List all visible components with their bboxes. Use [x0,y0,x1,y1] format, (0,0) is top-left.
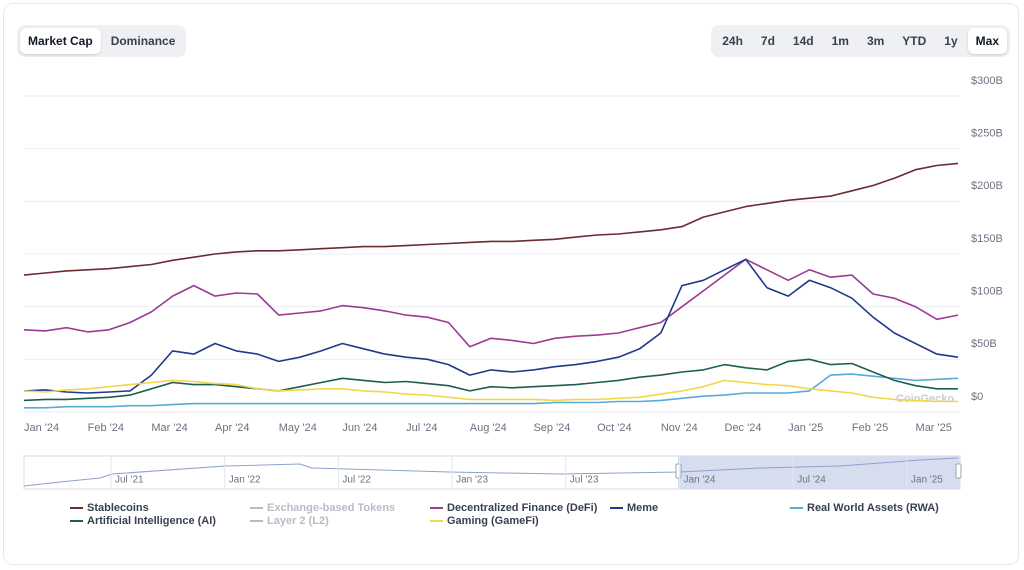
x-tick-label: May '24 [279,422,317,434]
range-button[interactable]: YTD [894,28,934,54]
navigator-selection[interactable] [678,456,960,489]
y-tick-label: $300B [971,75,1003,87]
navigator-label: Jul '24 [797,475,826,486]
y-tick-label: $50B [971,338,997,350]
watermark: CoinGecko [896,393,954,405]
metric-button[interactable]: Dominance [103,28,184,54]
range-button[interactable]: 1m [824,28,857,54]
x-tick-label: Jul '24 [406,422,437,434]
y-tick-label: $100B [971,286,1003,298]
legend-label[interactable]: Meme [627,502,658,514]
y-tick-label: $250B [971,128,1003,140]
navigator-label: Jul '22 [342,475,371,486]
legend-label[interactable]: Layer 2 (L2) [267,515,329,527]
legend-label[interactable]: Stablecoins [87,502,149,514]
navigator-label: Jan '24 [684,475,716,486]
legend-label[interactable]: Artificial Intelligence (AI) [87,515,216,527]
range-button[interactable]: 7d [753,28,783,54]
x-tick-label: Sep '24 [533,422,570,434]
x-tick-label: Dec '24 [725,422,762,434]
range-button[interactable]: Max [967,28,1007,54]
x-tick-label: Apr '24 [215,422,250,434]
x-tick-label: Mar '24 [151,422,187,434]
range-button[interactable]: 1y [936,28,965,54]
series-line [23,258,959,394]
navigator-label: Jan '23 [456,475,488,486]
x-tick-label: Jan '24 [24,422,59,434]
x-tick-label: Jun '24 [342,422,377,434]
legend-label[interactable]: Gaming (GameFi) [447,515,539,527]
x-tick-label: Feb '25 [852,422,888,434]
navigator-label: Jan '25 [911,475,943,486]
series-line [23,358,958,402]
x-tick-label: Jan '25 [788,422,823,434]
legend-label[interactable]: Exchange-based Tokens [267,502,395,514]
x-tick-label: Feb '24 [88,422,124,434]
legend-label[interactable]: Decentralized Finance (DeFi) [447,502,598,514]
range-button[interactable]: 3m [859,28,892,54]
navigator-label: Jan '22 [229,475,261,486]
navigator-label: Jul '23 [570,475,599,486]
y-tick-label: $200B [971,180,1003,192]
y-tick-label: $150B [971,233,1003,245]
series-line [23,162,959,276]
navigator-line [23,457,959,487]
legend-label[interactable]: Real World Assets (RWA) [807,502,939,514]
range-button[interactable]: 24h [714,28,751,54]
x-tick-label: Oct '24 [597,422,632,434]
card [3,3,1019,565]
x-tick-label: Aug '24 [470,422,507,434]
range-button[interactable]: 14d [785,28,822,54]
navigator-label: Jul '21 [115,475,144,486]
metric-button[interactable]: Market Cap [20,28,101,54]
series-line [24,373,959,409]
series-line [23,379,958,403]
series-line [23,258,959,348]
x-tick-label: Nov '24 [661,422,698,434]
navigator-handle[interactable] [675,463,682,479]
x-tick-label: Mar '25 [916,422,952,434]
navigator-handle[interactable] [955,463,962,479]
range-toggle: 24h 7d 14d 1m 3m YTD 1y Max [711,25,1010,57]
metric-toggle: Market Cap Dominance [17,25,187,57]
y-tick-label: $0 [971,391,983,403]
